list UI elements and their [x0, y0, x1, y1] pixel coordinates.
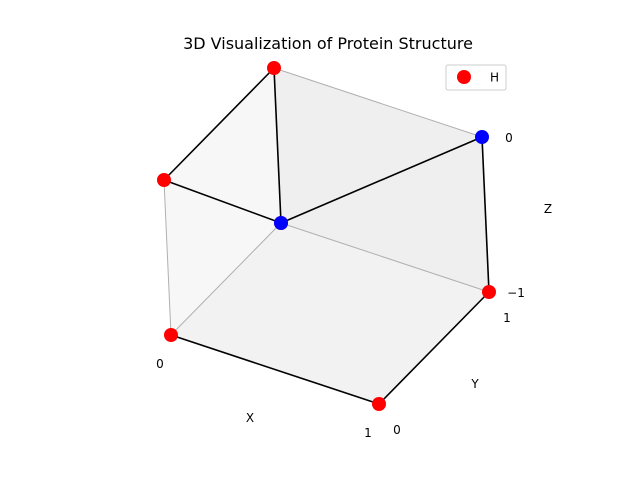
y-tick-label: 0 — [393, 423, 401, 437]
point-h — [157, 173, 171, 187]
backbone-segment — [280, 136, 483, 224]
backbone-segment — [378, 291, 490, 405]
z-tick-label: 0 — [505, 131, 513, 145]
chart-title: 3D Visualization of Protein Structure — [183, 34, 473, 53]
residue-points — [157, 61, 496, 411]
edge-x0y0 — [163, 179, 172, 336]
y-tick-label: 1 — [503, 311, 511, 325]
point-p — [274, 216, 288, 230]
backbone-segment — [273, 67, 282, 224]
backbone-segment — [481, 136, 490, 293]
x-axis-label: X — [246, 411, 254, 425]
point-h — [267, 61, 281, 75]
point-h — [482, 285, 496, 299]
x-tick-label: 1 — [364, 426, 372, 440]
backbone-lines — [163, 67, 490, 405]
legend-marker-h — [457, 70, 471, 84]
z-tick-label: −1 — [507, 286, 525, 300]
backbone-segment — [170, 334, 380, 405]
x-tick-label: 0 — [156, 357, 164, 371]
point-p — [475, 130, 489, 144]
backbone-segment — [163, 179, 282, 224]
edge-back-top — [273, 67, 483, 138]
edge-back-bottom — [280, 222, 490, 293]
legend-entry-h: H — [490, 71, 499, 85]
point-h — [164, 328, 178, 342]
edge-left-bottom — [170, 222, 282, 336]
legend: H — [445, 64, 507, 91]
tick-labels: 0 1 0 1 −1 0 — [156, 131, 525, 440]
point-h — [372, 397, 386, 411]
floor-pane — [171, 223, 489, 404]
backbone-segment — [163, 67, 275, 181]
y-axis-label: Y — [470, 377, 479, 391]
z-axis-label: Z — [544, 202, 552, 216]
